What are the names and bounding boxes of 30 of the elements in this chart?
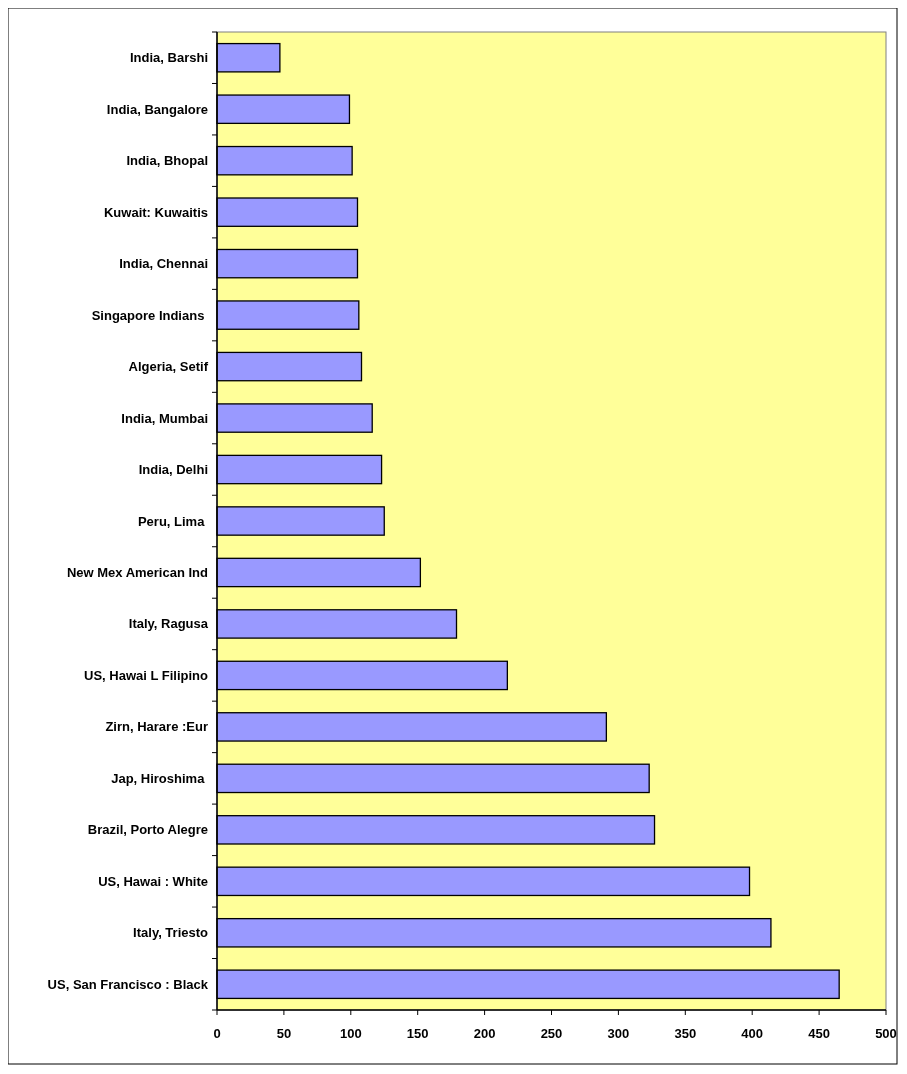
y-tick-label: US, Hawai L Filipino xyxy=(84,667,209,683)
y-tick-label: Jap, Hiroshima xyxy=(111,770,208,786)
y-tick-label: India, Bhopal xyxy=(126,153,208,169)
y-tick-label: New Mex American Ind xyxy=(66,565,209,581)
x-tick-label: 350 xyxy=(674,1026,697,1041)
y-tick-label: India, Bangalore xyxy=(106,101,208,117)
y-tick-label: Singapore Indians xyxy=(91,307,208,323)
x-tick-label: 100 xyxy=(339,1026,362,1041)
x-tick-label: 200 xyxy=(473,1026,496,1041)
x-tick-label: 400 xyxy=(741,1026,764,1041)
y-tick-label: India, Barshi xyxy=(129,50,208,66)
x-tick-label: 300 xyxy=(607,1026,630,1041)
y-tick-label: Italy, Ragusa xyxy=(128,616,209,632)
x-tick-label: 250 xyxy=(540,1026,563,1041)
y-tick-label: Italy, Triesto xyxy=(133,925,209,941)
x-tick-label: 500 xyxy=(875,1026,897,1041)
y-tick-label: US, Hawai : White xyxy=(98,873,208,889)
y-tick-label: India, Mumbai xyxy=(121,410,208,426)
x-tick-label: 50 xyxy=(276,1026,292,1041)
x-tick-label: 0 xyxy=(213,1026,221,1041)
y-tick-label: Peru, Lima xyxy=(137,513,208,529)
y-tick-label: Algeria, Setif xyxy=(128,359,209,375)
y-tick-label: Brazil, Porto Alegre xyxy=(87,822,208,838)
y-tick-label: US, San Francisco : Black xyxy=(47,976,209,992)
y-tick-label: India, Delhi xyxy=(138,462,208,478)
x-tick-label: 450 xyxy=(808,1026,830,1041)
y-tick-label: India, Chennai xyxy=(119,256,208,272)
y-tick-label: Zirn, Harare :Eur xyxy=(105,719,208,735)
y-tick-label: Kuwait: Kuwaitis xyxy=(103,204,208,220)
x-tick-label: 150 xyxy=(406,1026,429,1041)
